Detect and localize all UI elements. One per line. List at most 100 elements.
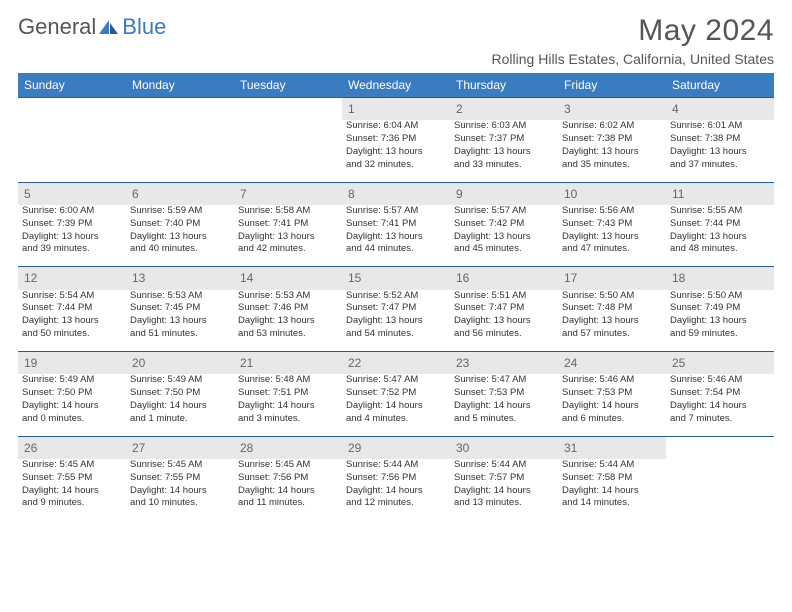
- sunset-text: Sunset: 7:44 PM: [670, 218, 770, 231]
- sunset-text: Sunset: 7:39 PM: [22, 218, 122, 231]
- daylight-text-1: Daylight: 13 hours: [670, 231, 770, 244]
- daylight-text-1: Daylight: 14 hours: [454, 485, 554, 498]
- day-cell: Sunrise: 5:49 AMSunset: 7:50 PMDaylight:…: [18, 374, 126, 436]
- day-number: [126, 98, 234, 121]
- daylight-text-2: and 1 minute.: [130, 413, 230, 426]
- day-cell: Sunrise: 6:00 AMSunset: 7:39 PMDaylight:…: [18, 205, 126, 267]
- day-cell: [126, 120, 234, 182]
- sunset-text: Sunset: 7:47 PM: [454, 302, 554, 315]
- daylight-text-2: and 6 minutes.: [562, 413, 662, 426]
- day-number: 7: [234, 182, 342, 205]
- daylight-text-2: and 54 minutes.: [346, 328, 446, 341]
- sunrise-text: Sunrise: 6:04 AM: [346, 120, 446, 133]
- sunrise-text: Sunrise: 5:47 AM: [454, 374, 554, 387]
- day-cell: Sunrise: 5:54 AMSunset: 7:44 PMDaylight:…: [18, 290, 126, 352]
- day-cell: Sunrise: 5:45 AMSunset: 7:55 PMDaylight:…: [18, 459, 126, 521]
- sunrise-text: Sunrise: 5:57 AM: [346, 205, 446, 218]
- sunset-text: Sunset: 7:46 PM: [238, 302, 338, 315]
- day-number: 29: [342, 436, 450, 459]
- daylight-text-2: and 11 minutes.: [238, 497, 338, 510]
- daylight-text-1: Daylight: 13 hours: [130, 315, 230, 328]
- day-number: 20: [126, 352, 234, 375]
- sunrise-text: Sunrise: 5:54 AM: [22, 290, 122, 303]
- sunrise-text: Sunrise: 5:57 AM: [454, 205, 554, 218]
- day-number: 6: [126, 182, 234, 205]
- daylight-text-1: Daylight: 13 hours: [22, 231, 122, 244]
- day-header: Tuesday: [234, 73, 342, 98]
- daylight-text-2: and 57 minutes.: [562, 328, 662, 341]
- sunrise-text: Sunrise: 5:49 AM: [130, 374, 230, 387]
- day-number: [18, 98, 126, 121]
- day-number: 2: [450, 98, 558, 121]
- day-cell: Sunrise: 5:45 AMSunset: 7:56 PMDaylight:…: [234, 459, 342, 521]
- day-header: Thursday: [450, 73, 558, 98]
- day-cell: Sunrise: 6:03 AMSunset: 7:37 PMDaylight:…: [450, 120, 558, 182]
- sunset-text: Sunset: 7:58 PM: [562, 472, 662, 485]
- sunrise-text: Sunrise: 5:44 AM: [562, 459, 662, 472]
- day-number: 11: [666, 182, 774, 205]
- sunrise-text: Sunrise: 5:46 AM: [562, 374, 662, 387]
- daylight-text-2: and 37 minutes.: [670, 159, 770, 172]
- day-header: Wednesday: [342, 73, 450, 98]
- daylight-text-1: Daylight: 14 hours: [670, 400, 770, 413]
- day-number: 12: [18, 267, 126, 290]
- day-number: 15: [342, 267, 450, 290]
- sunset-text: Sunset: 7:50 PM: [22, 387, 122, 400]
- sunrise-text: Sunrise: 6:00 AM: [22, 205, 122, 218]
- daylight-text-1: Daylight: 14 hours: [130, 485, 230, 498]
- week-detail-row: Sunrise: 6:00 AMSunset: 7:39 PMDaylight:…: [18, 205, 774, 267]
- day-cell: Sunrise: 5:55 AMSunset: 7:44 PMDaylight:…: [666, 205, 774, 267]
- day-header: Sunday: [18, 73, 126, 98]
- daylight-text-1: Daylight: 13 hours: [346, 146, 446, 159]
- day-cell: [18, 120, 126, 182]
- week-detail-row: Sunrise: 5:45 AMSunset: 7:55 PMDaylight:…: [18, 459, 774, 521]
- daylight-text-1: Daylight: 13 hours: [346, 231, 446, 244]
- daylight-text-2: and 7 minutes.: [670, 413, 770, 426]
- sunrise-text: Sunrise: 5:55 AM: [670, 205, 770, 218]
- week-daynum-row: 19202122232425: [18, 352, 774, 375]
- day-cell: Sunrise: 5:47 AMSunset: 7:53 PMDaylight:…: [450, 374, 558, 436]
- daylight-text-2: and 33 minutes.: [454, 159, 554, 172]
- daylight-text-2: and 47 minutes.: [562, 243, 662, 256]
- daylight-text-1: Daylight: 13 hours: [346, 315, 446, 328]
- location-text: Rolling Hills Estates, California, Unite…: [492, 51, 774, 67]
- daylight-text-1: Daylight: 13 hours: [238, 315, 338, 328]
- sunset-text: Sunset: 7:49 PM: [670, 302, 770, 315]
- day-cell: Sunrise: 6:01 AMSunset: 7:38 PMDaylight:…: [666, 120, 774, 182]
- sunset-text: Sunset: 7:41 PM: [346, 218, 446, 231]
- daylight-text-1: Daylight: 13 hours: [130, 231, 230, 244]
- sunrise-text: Sunrise: 5:44 AM: [454, 459, 554, 472]
- sunset-text: Sunset: 7:54 PM: [670, 387, 770, 400]
- sunrise-text: Sunrise: 5:45 AM: [22, 459, 122, 472]
- sunset-text: Sunset: 7:38 PM: [670, 133, 770, 146]
- sunrise-text: Sunrise: 5:46 AM: [670, 374, 770, 387]
- sunset-text: Sunset: 7:48 PM: [562, 302, 662, 315]
- daylight-text-2: and 56 minutes.: [454, 328, 554, 341]
- logo-text-general: General: [18, 14, 96, 40]
- sunrise-text: Sunrise: 5:50 AM: [562, 290, 662, 303]
- sunset-text: Sunset: 7:42 PM: [454, 218, 554, 231]
- day-number: 30: [450, 436, 558, 459]
- daylight-text-1: Daylight: 14 hours: [562, 400, 662, 413]
- daylight-text-2: and 35 minutes.: [562, 159, 662, 172]
- sunrise-text: Sunrise: 6:03 AM: [454, 120, 554, 133]
- sunset-text: Sunset: 7:45 PM: [130, 302, 230, 315]
- sunset-text: Sunset: 7:56 PM: [238, 472, 338, 485]
- daylight-text-1: Daylight: 14 hours: [562, 485, 662, 498]
- week-detail-row: Sunrise: 6:04 AMSunset: 7:36 PMDaylight:…: [18, 120, 774, 182]
- day-cell: [234, 120, 342, 182]
- daylight-text-2: and 0 minutes.: [22, 413, 122, 426]
- day-number: 24: [558, 352, 666, 375]
- sunset-text: Sunset: 7:53 PM: [562, 387, 662, 400]
- day-cell: Sunrise: 5:44 AMSunset: 7:57 PMDaylight:…: [450, 459, 558, 521]
- day-number: 9: [450, 182, 558, 205]
- day-number: 31: [558, 436, 666, 459]
- day-cell: Sunrise: 5:46 AMSunset: 7:54 PMDaylight:…: [666, 374, 774, 436]
- daylight-text-2: and 13 minutes.: [454, 497, 554, 510]
- page-header: General Blue May 2024 Rolling Hills Esta…: [18, 14, 774, 67]
- logo-sail-icon: [98, 18, 120, 36]
- daylight-text-2: and 59 minutes.: [670, 328, 770, 341]
- daylight-text-1: Daylight: 13 hours: [454, 146, 554, 159]
- sunrise-text: Sunrise: 5:59 AM: [130, 205, 230, 218]
- daylight-text-2: and 53 minutes.: [238, 328, 338, 341]
